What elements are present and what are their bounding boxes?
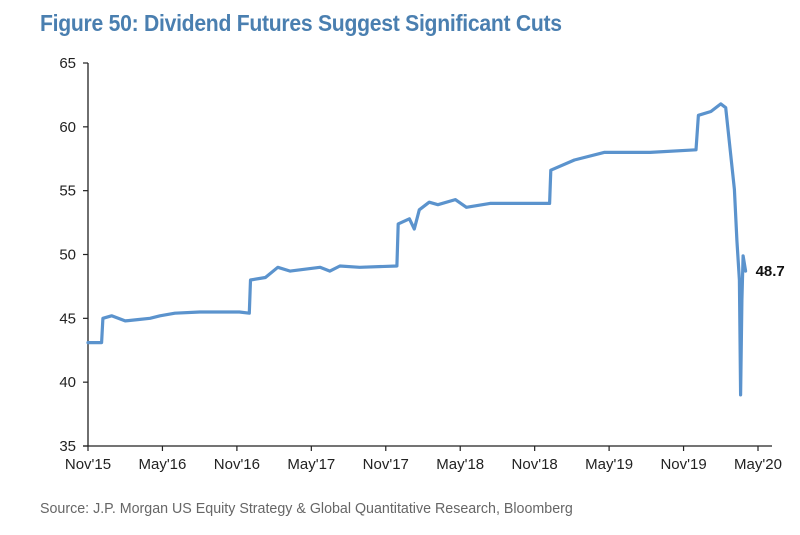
y-axis: 35 40 45 50 55 60 65 bbox=[59, 55, 88, 455]
x-tick-label: May'16 bbox=[138, 456, 186, 473]
source-note: Source: J.P. Morgan US Equity Strategy &… bbox=[40, 500, 573, 517]
y-tick-label: 35 bbox=[59, 438, 76, 455]
series-line-dividend-futures bbox=[86, 102, 748, 397]
y-tick-label: 50 bbox=[59, 247, 76, 264]
x-tick-label: Nov'16 bbox=[214, 456, 260, 473]
y-tick-label: 65 bbox=[59, 55, 76, 72]
x-tick-label: Nov'17 bbox=[363, 456, 409, 473]
x-tick-label: Nov'18 bbox=[512, 456, 558, 473]
y-tick-label: 40 bbox=[59, 374, 76, 391]
x-tick-label: May'20 bbox=[734, 456, 782, 473]
chart-title: Figure 50: Dividend Futures Suggest Sign… bbox=[40, 10, 562, 36]
x-tick-label: May'17 bbox=[287, 456, 335, 473]
x-tick-label: Nov'15 bbox=[65, 456, 111, 473]
x-axis: Nov'15 May'16 Nov'16 May'17 Nov'17 May'18 Nov'… bbox=[65, 446, 782, 473]
y-tick-label: 45 bbox=[59, 310, 76, 327]
y-tick-label: 60 bbox=[59, 119, 76, 136]
series-group bbox=[86, 102, 748, 397]
annotations: 48.7 bbox=[756, 263, 785, 280]
end-value-label: 48.7 bbox=[756, 263, 785, 280]
x-tick-label: May'19 bbox=[585, 456, 633, 473]
x-tick-label: May'18 bbox=[436, 456, 484, 473]
y-tick-label: 55 bbox=[59, 183, 76, 200]
x-tick-label: Nov'19 bbox=[660, 456, 706, 473]
